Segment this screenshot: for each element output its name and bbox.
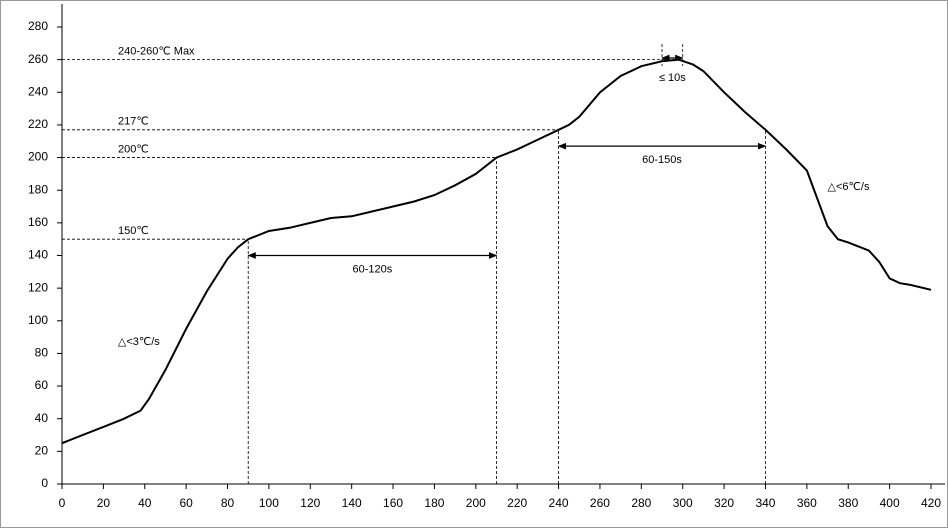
x-tick-label: 220 <box>507 496 527 510</box>
x-tick-label: 380 <box>838 496 858 510</box>
x-tick-label: 160 <box>383 496 403 510</box>
x-tick-label: 320 <box>714 496 734 510</box>
y-tick-label: 200 <box>28 150 48 164</box>
x-tick-label: 40 <box>138 496 152 510</box>
span-label: ≤ 10s <box>659 72 686 84</box>
x-tick-label: 240 <box>549 496 569 510</box>
annotation: △<3℃/s <box>118 336 160 348</box>
x-tick-label: 180 <box>424 496 444 510</box>
x-tick-label: 120 <box>300 496 320 510</box>
x-tick-label: 0 <box>59 496 66 510</box>
annotation: △<6℃/s <box>828 181 870 193</box>
span-label: 60-120s <box>352 263 392 275</box>
profile-line <box>61 58 932 445</box>
y-tick-label: 0 <box>41 476 48 490</box>
x-tick-label: 100 <box>259 496 279 510</box>
x-tick-label: 400 <box>880 496 900 510</box>
y-tick-label: 140 <box>28 248 48 262</box>
span-label: 60-150s <box>642 154 682 166</box>
y-tick-label: 100 <box>28 313 48 327</box>
reference-label: 150℃ <box>118 225 149 237</box>
x-tick-label: 420 <box>921 496 941 510</box>
y-tick-label: 160 <box>28 215 48 229</box>
reference-label: 217℃ <box>118 116 149 128</box>
y-tick-label: 180 <box>28 182 48 196</box>
x-tick-label: 360 <box>797 496 817 510</box>
y-tick-label: 60 <box>35 378 49 392</box>
y-tick-label: 120 <box>28 280 48 294</box>
y-tick-label: 20 <box>35 444 49 458</box>
x-tick-label: 200 <box>466 496 486 510</box>
x-tick-label: 140 <box>342 496 362 510</box>
x-tick-label: 340 <box>755 496 775 510</box>
y-tick-label: 40 <box>35 411 49 425</box>
x-tick-label: 280 <box>631 496 651 510</box>
x-tick-label: 20 <box>97 496 111 510</box>
x-tick-label: 60 <box>179 496 193 510</box>
x-tick-label: 260 <box>590 496 610 510</box>
y-tick-label: 260 <box>28 52 48 66</box>
x-tick-label: 80 <box>221 496 235 510</box>
y-tick-label: 220 <box>28 117 48 131</box>
y-tick-label: 80 <box>35 346 49 360</box>
y-tick-label: 280 <box>28 19 48 33</box>
x-tick-label: 300 <box>673 496 693 510</box>
y-tick-label: 240 <box>28 84 48 98</box>
reference-label: 240-260℃ Max <box>118 46 195 58</box>
reference-label: 200℃ <box>118 143 149 155</box>
